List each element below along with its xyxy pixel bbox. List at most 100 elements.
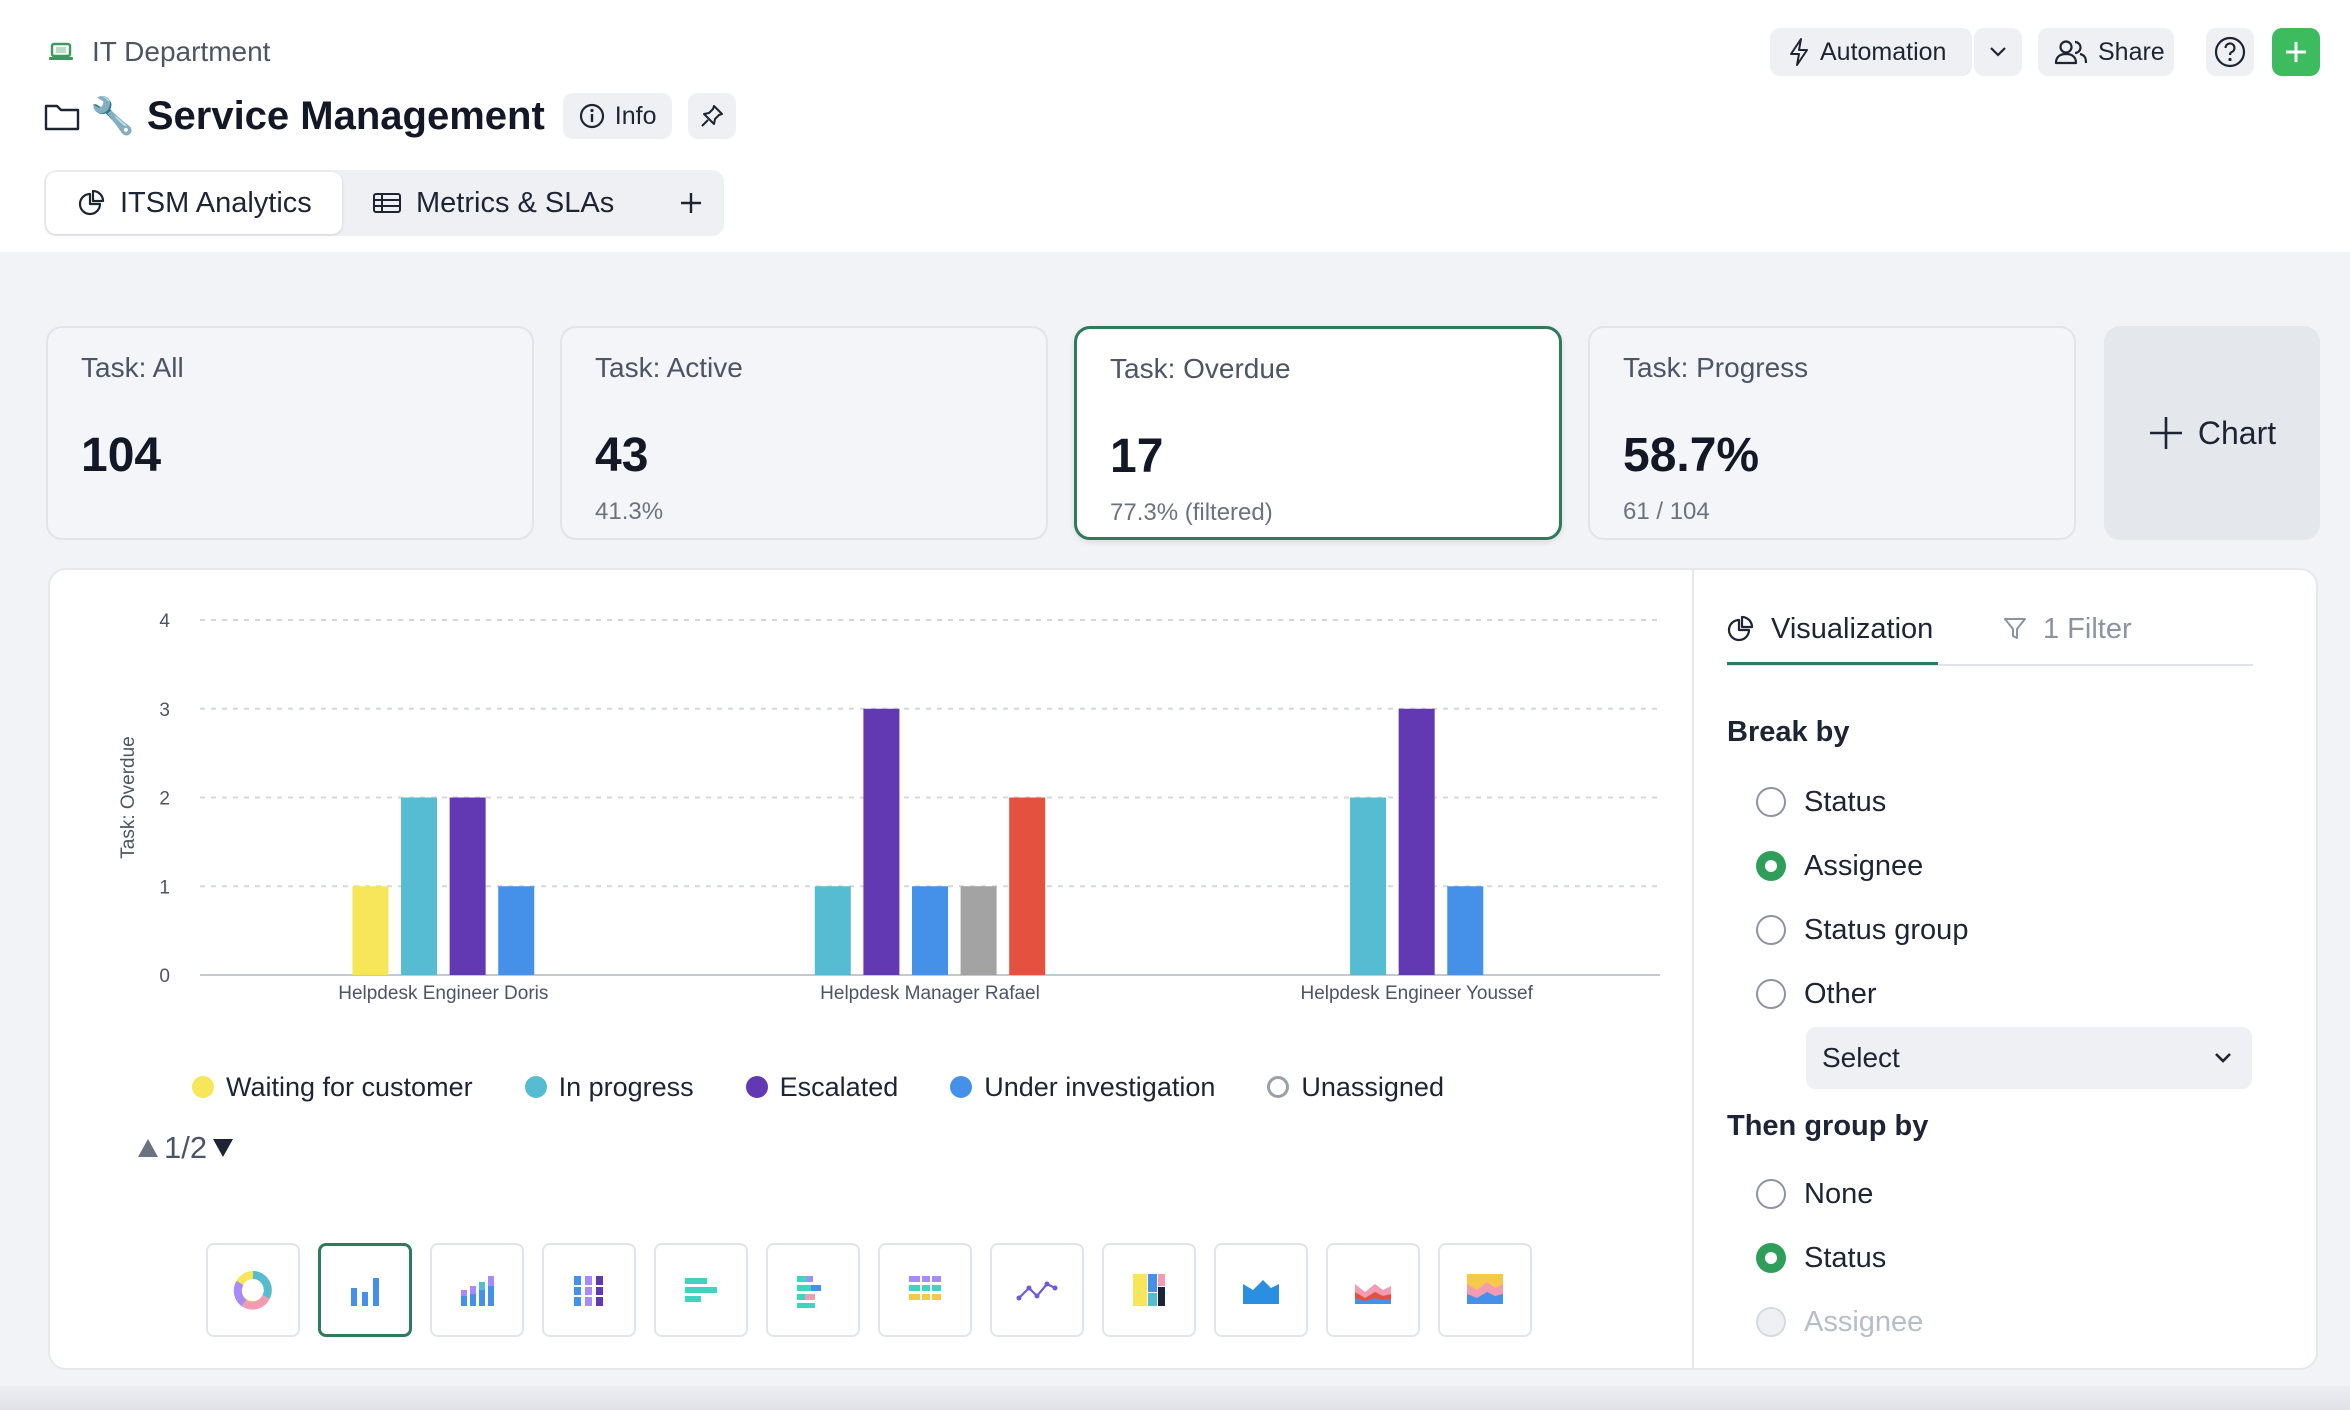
viz-treemap-button[interactable] xyxy=(1102,1243,1196,1337)
tab-label: 1 Filter xyxy=(2043,612,2132,645)
radio-group-by-none[interactable]: None xyxy=(1756,1174,1873,1214)
metric-card-task-overdue[interactable]: Task: Overdue 17 77.3% (filtered) xyxy=(1074,326,1562,540)
bar xyxy=(352,886,389,975)
plus-icon xyxy=(2286,42,2306,62)
card-subtext: 41.3% xyxy=(595,498,664,525)
metric-card-task-active[interactable]: Task: Active 43 41.3% xyxy=(560,326,1048,540)
radio-button[interactable] xyxy=(1756,787,1786,817)
other-field-select[interactable]: Select xyxy=(1806,1027,2252,1089)
viz-stacked-area-button[interactable] xyxy=(1326,1243,1420,1337)
percent-area-icon xyxy=(1467,1274,1503,1304)
metric-card-task-all[interactable]: Task: All 104 xyxy=(46,326,534,540)
automation-dropdown-button[interactable] xyxy=(1974,28,2022,76)
info-button[interactable]: Info xyxy=(562,93,673,139)
help-button[interactable] xyxy=(2206,28,2254,76)
viz-area-button[interactable] xyxy=(1214,1243,1308,1337)
radio-button[interactable] xyxy=(1756,979,1786,1009)
y-tick-label: 3 xyxy=(159,700,170,721)
laptop-icon xyxy=(49,42,73,60)
viz-donut-button[interactable] xyxy=(206,1243,300,1337)
stacked-area-icon xyxy=(1355,1284,1391,1304)
tab-label: Metrics & SLAs xyxy=(416,186,615,219)
bar-chart-icon xyxy=(351,1278,379,1306)
bar xyxy=(1398,708,1435,975)
plus-icon xyxy=(681,193,701,213)
pin-button[interactable] xyxy=(688,93,737,139)
add-chart-label: Chart xyxy=(2197,414,2277,451)
chart-legend: Waiting for customer In progress Escalated… xyxy=(192,1068,1496,1106)
card-value: 104 xyxy=(81,429,162,482)
legend-swatch xyxy=(192,1076,214,1098)
viz-line-button[interactable] xyxy=(990,1243,1084,1337)
legend-item[interactable]: Escalated xyxy=(745,1071,899,1103)
radio-break-by-status[interactable]: Status xyxy=(1756,782,1886,822)
card-subtext: 77.3% (filtered) xyxy=(1110,499,1273,526)
legend-item[interactable]: Waiting for customer xyxy=(192,1072,473,1103)
radio-button xyxy=(1756,1307,1786,1337)
viz-stacked-bar-button[interactable] xyxy=(430,1243,524,1337)
tab-label: ITSM Analytics xyxy=(120,186,312,219)
tab-filter[interactable]: 1 Filter xyxy=(2003,596,2132,662)
treemap-icon xyxy=(1133,1274,1165,1306)
card-label: Task: Active xyxy=(595,352,743,383)
bar xyxy=(498,886,535,975)
viz-horizontal-grouped-bar-button[interactable] xyxy=(878,1243,972,1337)
plus-icon xyxy=(2149,417,2182,449)
radio-button[interactable] xyxy=(1756,851,1786,881)
pin-icon xyxy=(701,105,724,127)
viz-horizontal-stacked-bar-button[interactable] xyxy=(766,1243,860,1337)
y-tick-label: 0 xyxy=(159,966,170,987)
add-chart-button[interactable]: Chart xyxy=(2104,326,2320,540)
tab-metrics-slas[interactable]: Metrics & SLAs xyxy=(372,172,672,234)
card-label: Task: Progress xyxy=(1623,352,1809,383)
card-label: Task: Overdue xyxy=(1110,353,1291,384)
radio-button[interactable] xyxy=(1756,915,1786,945)
legend-item[interactable]: Unassigned xyxy=(1267,1072,1444,1103)
area-chart-icon xyxy=(1243,1280,1279,1304)
legend-label: Waiting for customer xyxy=(226,1071,473,1102)
bar xyxy=(912,886,948,975)
card-subtext: 61 / 104 xyxy=(1623,498,1710,525)
radio-break-by-status-group[interactable]: Status group xyxy=(1756,910,1968,950)
add-button[interactable] xyxy=(2272,28,2320,76)
legend-item[interactable]: Under investigation xyxy=(950,1072,1215,1103)
page-title: Service Management xyxy=(146,93,545,138)
horizontal-bar-icon xyxy=(685,1278,717,1302)
share-button[interactable]: Share xyxy=(2038,28,2174,76)
radio-label: None xyxy=(1804,1177,1874,1210)
radio-button[interactable] xyxy=(1756,1243,1786,1273)
card-value: 17 xyxy=(1110,430,1164,483)
radio-label: Assignee xyxy=(1804,1305,1924,1338)
viz-bar-button[interactable] xyxy=(318,1243,412,1337)
radio-group-by-status[interactable]: Status xyxy=(1756,1238,1886,1278)
info-icon xyxy=(579,103,604,129)
tab-visualization[interactable]: Visualization xyxy=(1727,596,1938,665)
viz-horizontal-bar-button[interactable] xyxy=(654,1243,748,1337)
triangle-down-icon[interactable] xyxy=(211,1137,235,1159)
radio-break-by-other[interactable]: Other xyxy=(1756,974,1877,1014)
x-tick-label: Helpdesk Engineer Youssef xyxy=(1300,983,1533,1004)
bar xyxy=(960,886,997,975)
triangle-up-icon[interactable] xyxy=(136,1137,160,1159)
viz-grouped-bar-button[interactable] xyxy=(542,1243,636,1337)
pager-text: 1/2 xyxy=(164,1130,208,1165)
folder-icon[interactable] xyxy=(44,101,80,131)
tab-label: Visualization xyxy=(1771,612,1934,645)
radio-break-by-assignee[interactable]: Assignee xyxy=(1756,846,1923,886)
add-tab-button[interactable] xyxy=(660,172,722,234)
automation-label: Automation xyxy=(1820,37,1947,66)
y-tick-label: 1 xyxy=(159,877,170,898)
breadcrumb[interactable]: IT Department xyxy=(48,34,270,70)
tab-itsm-analytics[interactable]: ITSM Analytics xyxy=(46,172,342,234)
automation-button[interactable]: Automation xyxy=(1770,28,1972,76)
legend-item[interactable]: In progress xyxy=(524,1072,694,1103)
select-value: Select xyxy=(1822,1042,1900,1073)
metric-card-task-progress[interactable]: Task: Progress 58.7% 61 / 104 xyxy=(1588,326,2076,540)
legend-label: Escalated xyxy=(779,1071,899,1102)
bar xyxy=(814,886,851,975)
viz-stacked-area-100-button[interactable] xyxy=(1438,1243,1532,1337)
donut-chart-icon xyxy=(233,1271,272,1310)
radio-button[interactable] xyxy=(1756,1179,1786,1209)
table-icon xyxy=(373,193,401,213)
chevron-down-icon xyxy=(1990,47,2006,57)
